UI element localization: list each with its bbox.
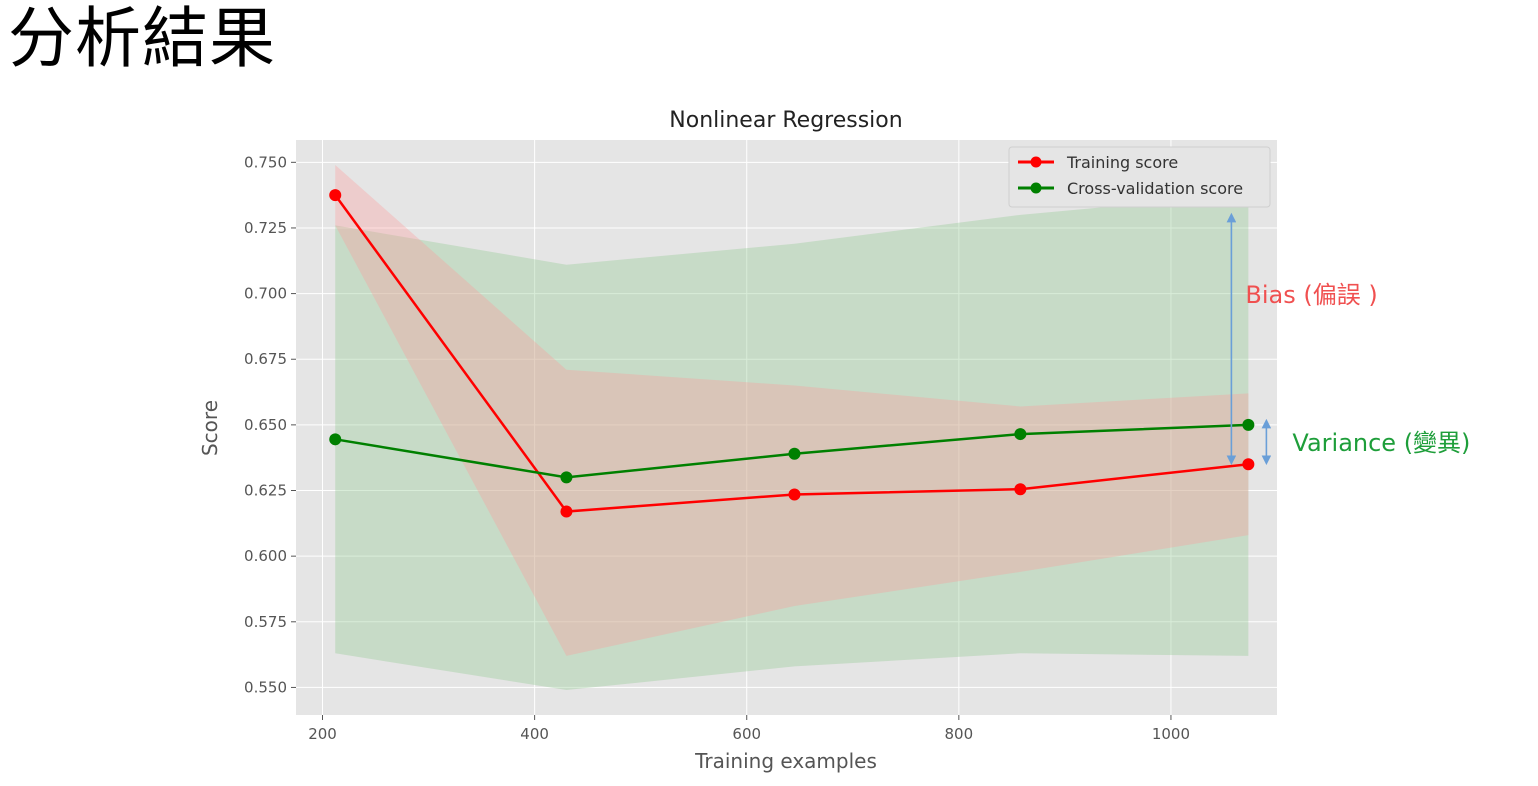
variance-label: Variance (變異) xyxy=(1292,429,1470,457)
training-score-band xyxy=(335,164,1249,656)
training-score-point xyxy=(1242,458,1255,471)
chart-title: Nonlinear Regression xyxy=(669,108,902,133)
legend-label-training: Training score xyxy=(1066,153,1178,172)
cv-score-point xyxy=(788,447,801,460)
y-tick-label: 0.650 xyxy=(244,416,287,434)
legend-box xyxy=(1008,146,1271,208)
legend-marker-training xyxy=(1030,156,1042,168)
y-tick-label: 0.625 xyxy=(244,482,287,500)
x-tick-label: 400 xyxy=(520,725,549,743)
bias-label: Bias (偏誤 ) xyxy=(1245,281,1377,309)
x-axis-ticks: 200 400 600 800 1000 xyxy=(308,715,1190,743)
slide-title: 分析結果 xyxy=(8,0,276,77)
cv-score-point xyxy=(329,433,342,446)
y-axis-ticks: 0.550 0.575 0.600 0.625 0.650 0.675 0.700 0.725… xyxy=(244,153,296,696)
x-tick-label: 200 xyxy=(308,725,337,743)
x-axis-label: Training examples xyxy=(694,749,877,773)
y-tick-label: 0.600 xyxy=(244,547,287,565)
x-tick-label: 600 xyxy=(732,725,761,743)
x-tick-label: 800 xyxy=(945,725,974,743)
cv-score-point xyxy=(1014,428,1027,441)
training-score-point xyxy=(560,505,573,518)
y-axis-label: Score xyxy=(198,400,222,456)
cv-score-band xyxy=(335,193,1249,691)
confidence-bands xyxy=(335,164,1249,691)
x-tick-label: 1000 xyxy=(1152,725,1190,743)
plot-area xyxy=(296,140,1277,715)
y-tick-label: 0.575 xyxy=(244,613,287,631)
legend-label-cv: Cross-validation score xyxy=(1067,179,1243,198)
legend: Training score Cross-validation score xyxy=(1008,146,1271,208)
y-tick-label: 0.725 xyxy=(244,219,287,237)
annotations: Bias (偏誤 ) Variance (變異) xyxy=(1226,212,1470,466)
cv-score-point xyxy=(560,471,573,484)
training-score-point xyxy=(1014,483,1027,496)
grid-lines xyxy=(296,140,1277,715)
series-markers xyxy=(329,189,1255,518)
y-tick-label: 0.675 xyxy=(244,350,287,368)
y-tick-label: 0.550 xyxy=(244,678,287,696)
cv-score-point xyxy=(1242,418,1255,431)
y-tick-label: 0.700 xyxy=(244,285,287,303)
y-tick-label: 0.750 xyxy=(244,153,287,171)
training-score-point xyxy=(788,488,801,501)
training-score-point xyxy=(329,189,342,202)
legend-marker-cv xyxy=(1030,182,1042,194)
